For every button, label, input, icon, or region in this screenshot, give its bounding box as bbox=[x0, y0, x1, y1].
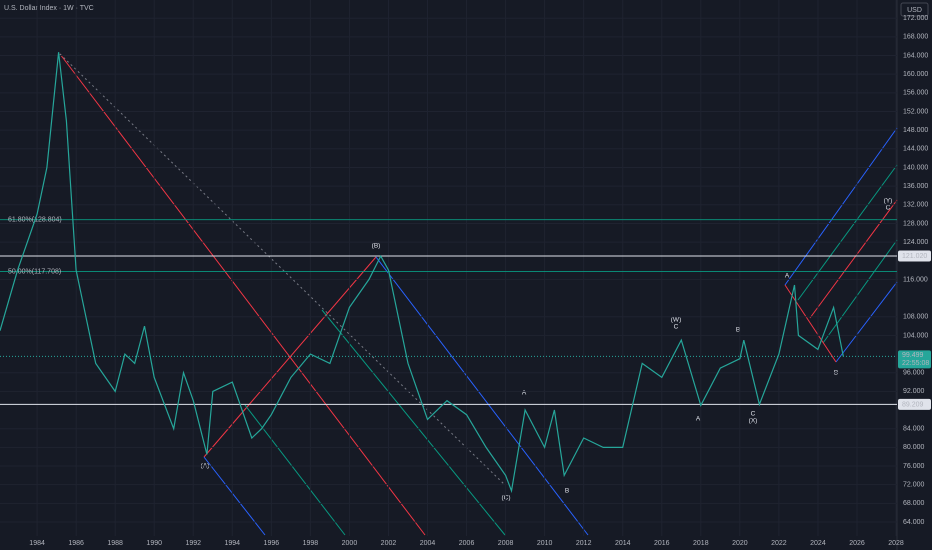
y-tick-label: 92.000 bbox=[903, 388, 925, 395]
y-tick-label: 104.000 bbox=[903, 332, 928, 339]
last-price-tag bbox=[898, 350, 931, 369]
y-tick-label: 80.000 bbox=[903, 444, 925, 451]
x-tick-label: 1990 bbox=[146, 540, 162, 547]
wave-label: A bbox=[785, 273, 790, 280]
x-tick-label: 2026 bbox=[849, 540, 865, 547]
x-tick-label: 2014 bbox=[615, 540, 631, 547]
wave-label: (W) bbox=[671, 317, 681, 324]
price-tag bbox=[898, 398, 931, 410]
x-tick-label: 2022 bbox=[771, 540, 787, 547]
trend-line bbox=[822, 239, 898, 344]
price-tag bbox=[898, 250, 931, 262]
trend-line bbox=[835, 281, 898, 363]
y-tick-label: 172.000 bbox=[903, 15, 928, 22]
y-tick-label: 144.000 bbox=[903, 146, 928, 153]
x-tick-label: 1996 bbox=[264, 540, 280, 547]
x-tick-label: 1992 bbox=[185, 540, 201, 547]
y-tick-label: 136.000 bbox=[903, 183, 928, 190]
y-tick-label: 84.000 bbox=[903, 426, 925, 433]
price-line-series bbox=[0, 52, 844, 494]
price-tag-label: 89.209 bbox=[902, 401, 924, 408]
trend-line bbox=[375, 256, 589, 536]
pitchfork-drawings bbox=[59, 53, 898, 536]
x-tick-label: 2024 bbox=[810, 540, 826, 547]
x-tick-label: 1988 bbox=[107, 540, 123, 547]
x-tick-label: 2004 bbox=[420, 540, 436, 547]
x-tick-label: 1986 bbox=[68, 540, 84, 547]
trend-line bbox=[244, 404, 346, 536]
y-tick-label: 72.000 bbox=[903, 482, 925, 489]
x-tick-label: 1994 bbox=[225, 540, 241, 547]
x-tick-label: 2012 bbox=[576, 540, 592, 547]
fib-label: 50.00%(117.708) bbox=[8, 268, 61, 275]
x-tick-label: 2018 bbox=[693, 540, 709, 547]
last-price-label: 99.499 bbox=[902, 352, 924, 359]
y-tick-label: 152.000 bbox=[903, 108, 928, 115]
y-tick-label: 132.000 bbox=[903, 202, 928, 209]
wave-label: (Y) bbox=[884, 198, 893, 205]
x-tick-label: 2008 bbox=[498, 540, 514, 547]
currency: USD bbox=[907, 7, 922, 14]
x-tick-label: 2020 bbox=[732, 540, 748, 547]
y-tick-label: 148.000 bbox=[903, 127, 928, 134]
x-tick-label: 2002 bbox=[381, 540, 397, 547]
wave-label: A bbox=[522, 390, 527, 397]
x-tick-label: 2006 bbox=[459, 540, 475, 547]
price-tag-label: 121.020 bbox=[902, 253, 927, 260]
trend-line bbox=[784, 284, 837, 363]
y-tick-label: 156.000 bbox=[903, 90, 928, 97]
wave-label: A bbox=[696, 416, 701, 423]
y-tick-label: 168.000 bbox=[903, 34, 928, 41]
y-tick-label: 68.000 bbox=[903, 500, 925, 507]
x-tick-label: 2000 bbox=[342, 540, 358, 547]
countdown: 22:55:08 bbox=[902, 360, 929, 367]
y-tick-label: 140.000 bbox=[903, 164, 928, 171]
y-tick-label: 64.000 bbox=[903, 519, 925, 526]
trend-line bbox=[797, 164, 898, 301]
wave-label: C bbox=[886, 205, 891, 212]
y-tick-label: 160.000 bbox=[903, 71, 928, 78]
trend-line bbox=[59, 53, 426, 536]
wave-label: C bbox=[751, 411, 756, 418]
y-tick-label: 116.000 bbox=[903, 276, 928, 283]
trend-line bbox=[784, 127, 898, 286]
y-tick-label: 76.000 bbox=[903, 463, 925, 470]
trend-line bbox=[59, 53, 506, 486]
x-tick-label: 1984 bbox=[29, 540, 45, 547]
x-tick-label: 1998 bbox=[303, 540, 319, 547]
wave-label: C bbox=[674, 324, 679, 331]
x-tick-label: 2016 bbox=[654, 540, 670, 547]
x-tick-label: 2010 bbox=[537, 540, 553, 547]
y-tick-label: 164.000 bbox=[903, 52, 928, 59]
chart-title: U.S. Dollar Index · 1W · TVC bbox=[4, 5, 94, 12]
y-tick-label: 124.000 bbox=[903, 239, 928, 246]
y-tick-label: 128.000 bbox=[903, 220, 928, 227]
y-tick-label: 108.000 bbox=[903, 314, 928, 321]
trend-line bbox=[321, 309, 506, 536]
wave-label: (B) bbox=[372, 243, 381, 250]
x-tick-label: 2028 bbox=[888, 540, 904, 547]
wave-label: B bbox=[565, 488, 569, 495]
wave-label: B bbox=[736, 327, 740, 334]
currency-box bbox=[900, 2, 929, 17]
y-tick-label: 96.000 bbox=[903, 370, 925, 377]
wave-label: (X) bbox=[749, 418, 758, 425]
